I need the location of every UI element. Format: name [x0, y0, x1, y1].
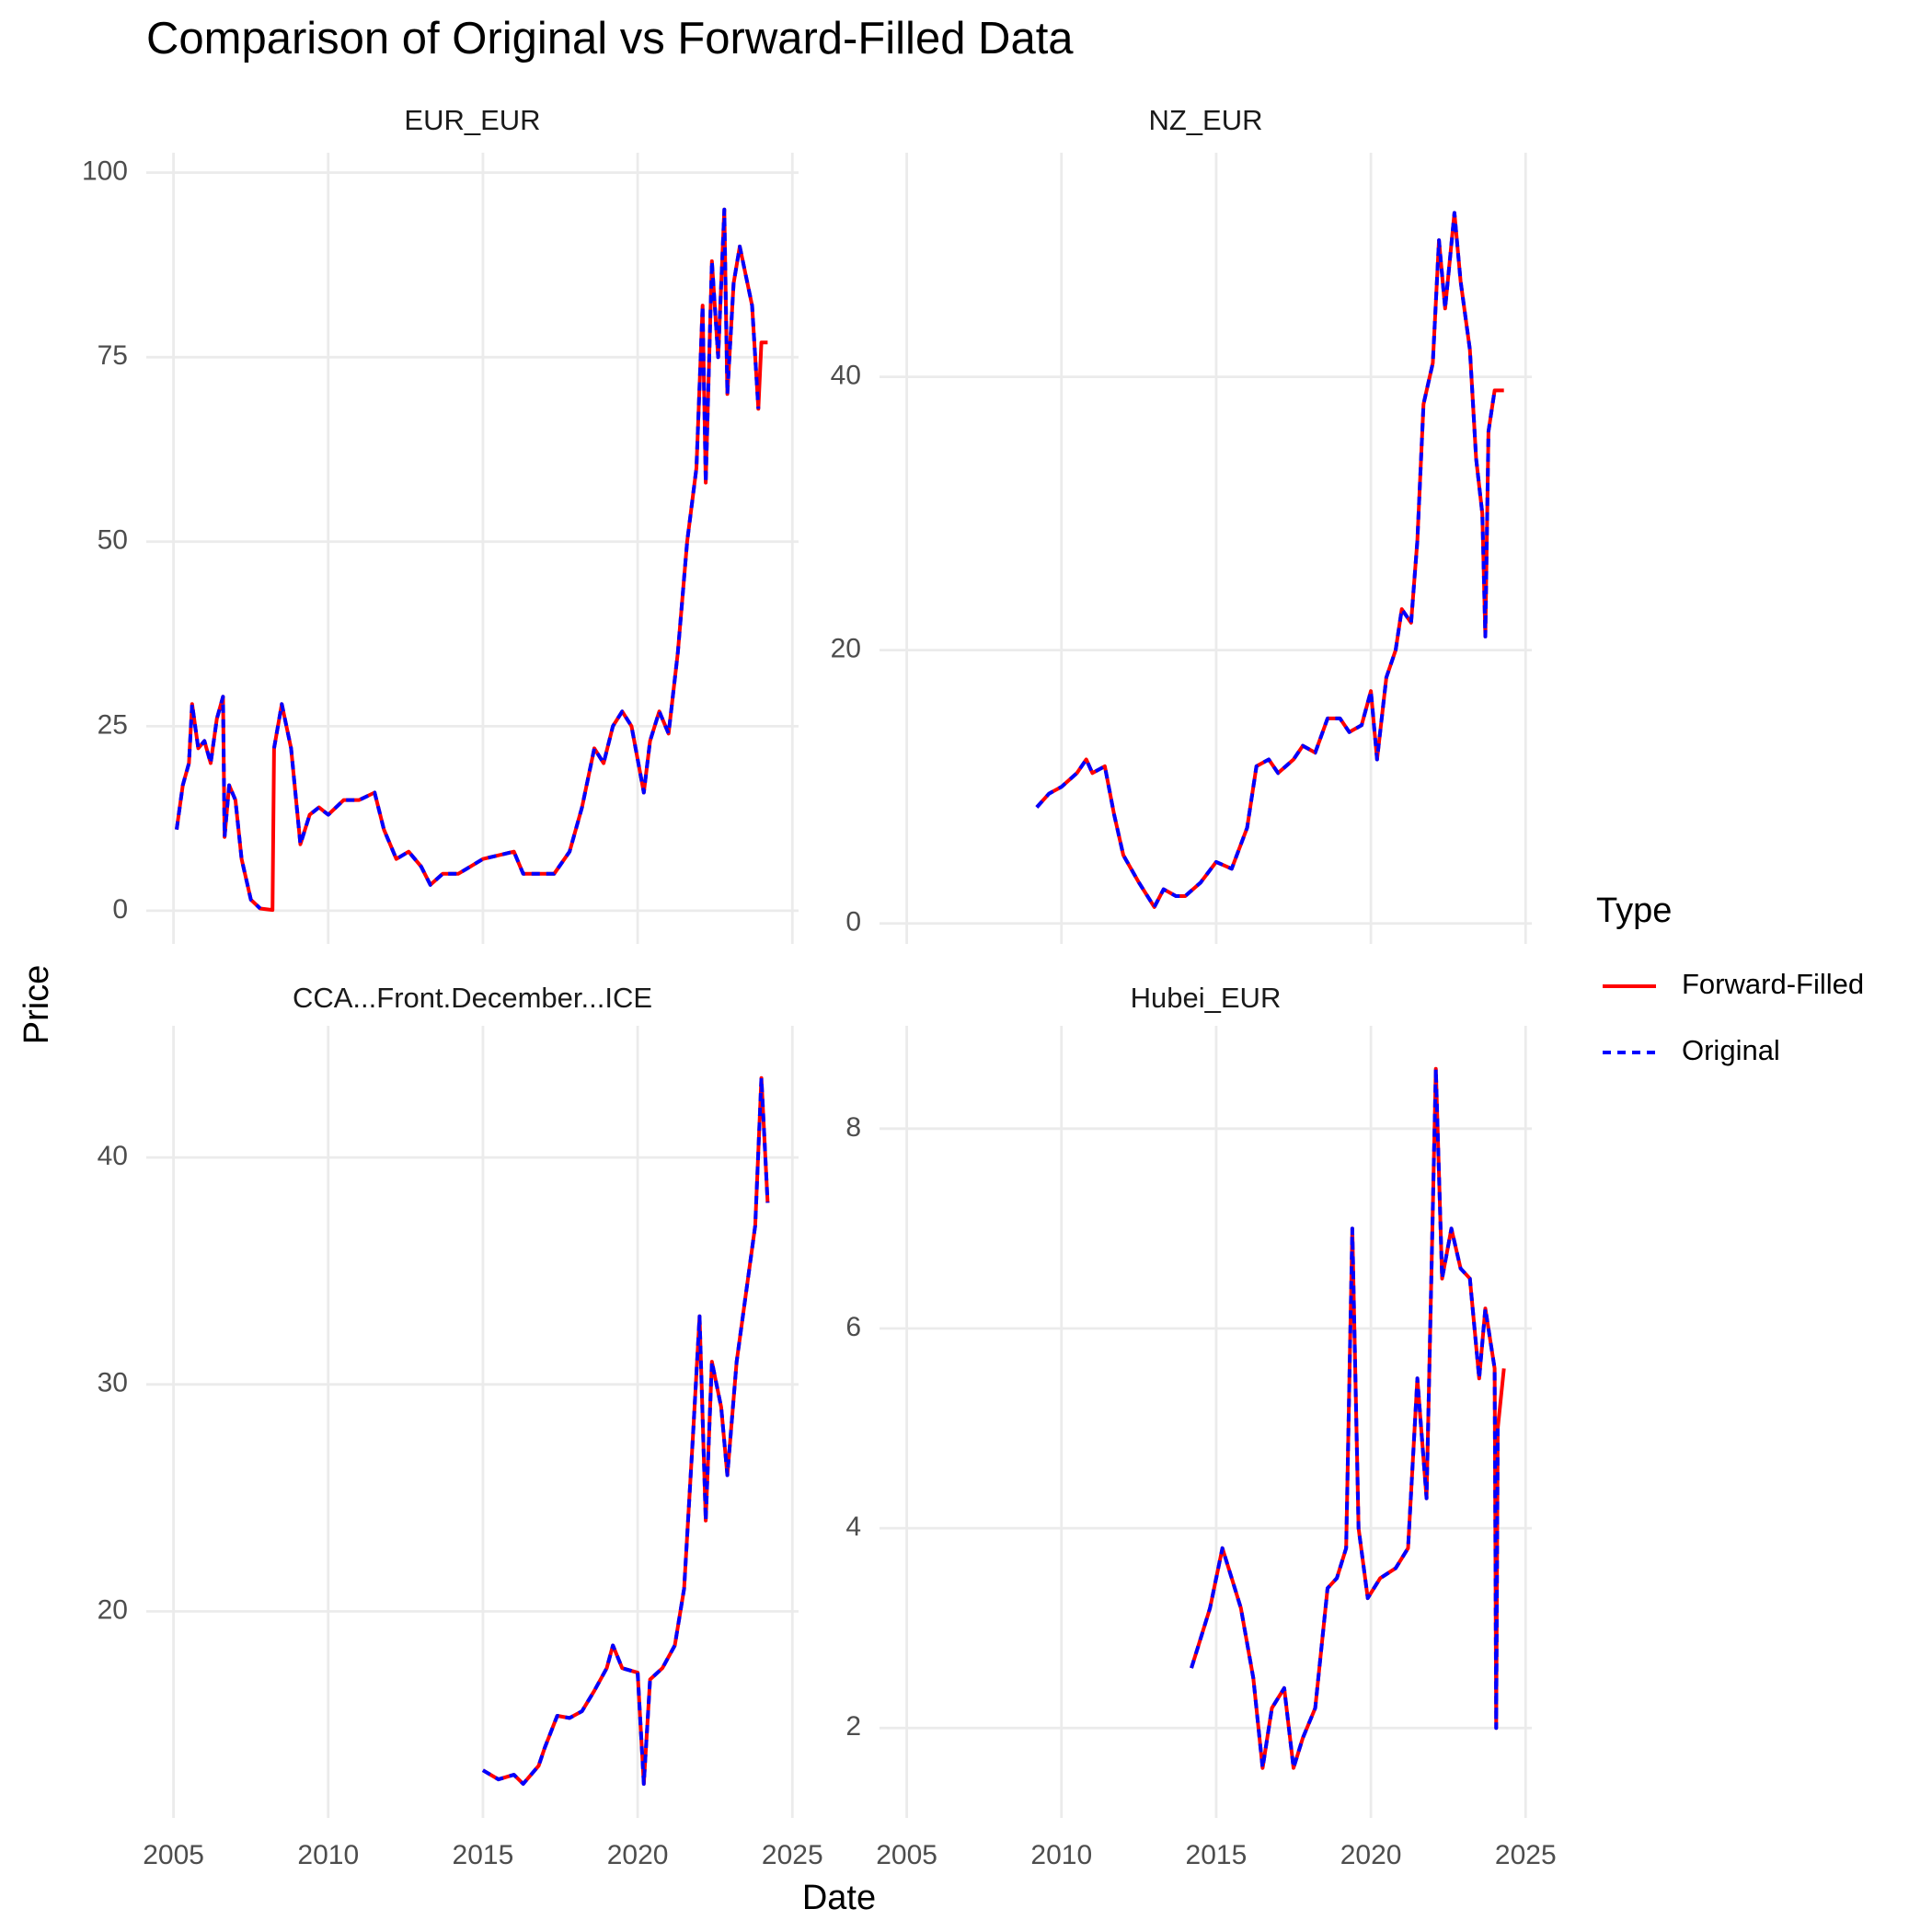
y-tick-label: 30 — [98, 1368, 128, 1398]
y-tick-label: 0 — [845, 907, 861, 937]
series-line — [481, 1075, 770, 1786]
x-tick-label: 2015 — [1186, 1840, 1248, 1870]
y-tick-label: 20 — [831, 634, 861, 664]
x-tick-label: 2020 — [607, 1840, 669, 1870]
y-tick-label: 0 — [112, 894, 128, 925]
y-tick-label: 25 — [98, 709, 128, 740]
x-tick-label: 2005 — [876, 1840, 937, 1870]
y-tick-label: 8 — [845, 1112, 861, 1143]
y-tick-label: 40 — [98, 1141, 128, 1171]
y-tick-label: 100 — [82, 156, 128, 187]
chart-title: Comparison of Original vs Forward-Filled… — [146, 14, 1074, 63]
legend-label: Original — [1682, 1034, 1780, 1066]
y-tick-label: 20 — [98, 1594, 128, 1625]
series-line — [175, 207, 768, 913]
y-tick-label: 40 — [831, 361, 861, 391]
x-tick-label: 2015 — [453, 1840, 514, 1870]
facet-title: NZ_EUR — [1148, 104, 1262, 136]
x-axis-label: Date — [802, 1879, 876, 1917]
y-tick-label: 50 — [98, 525, 128, 556]
x-tick-label: 2025 — [762, 1840, 823, 1870]
y-tick-label: 2 — [845, 1711, 861, 1742]
legend-label: Forward-Filled — [1682, 968, 1864, 1000]
x-tick-label: 2010 — [297, 1840, 359, 1870]
x-tick-label: 2020 — [1340, 1840, 1402, 1870]
facet-title: EUR_EUR — [404, 104, 540, 136]
facet-title: CCA...Front.December...ICE — [293, 982, 652, 1014]
series-line — [1190, 1066, 1500, 1770]
y-tick-label: 6 — [845, 1312, 861, 1342]
facet-title: Hubei_EUR — [1131, 982, 1282, 1014]
series-line — [175, 207, 761, 910]
y-axis-label: Price — [17, 965, 56, 1045]
series-line — [1035, 211, 1497, 909]
x-tick-label: 2005 — [143, 1840, 204, 1870]
x-tick-label: 2010 — [1030, 1840, 1092, 1870]
x-tick-label: 2025 — [1495, 1840, 1557, 1870]
legend-title: Type — [1596, 891, 1672, 930]
y-tick-label: 4 — [845, 1512, 861, 1542]
y-tick-label: 75 — [98, 340, 128, 371]
series-line — [1035, 211, 1504, 909]
